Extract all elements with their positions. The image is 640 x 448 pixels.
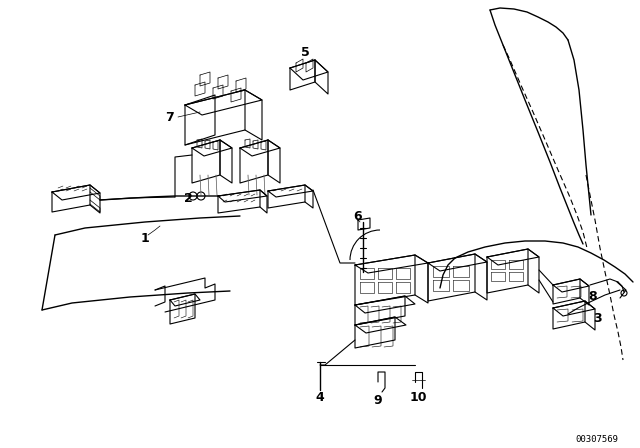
Text: 9: 9 [374,393,382,406]
Text: 4: 4 [316,391,324,404]
Text: 6: 6 [354,210,362,223]
Text: 7: 7 [166,111,174,124]
Text: 3: 3 [593,311,602,324]
Text: 00307569: 00307569 [575,435,618,444]
Text: 1: 1 [141,232,149,245]
Text: 8: 8 [589,289,597,302]
Text: 5: 5 [301,46,309,59]
Text: 10: 10 [409,391,427,404]
Text: 2: 2 [184,191,193,204]
